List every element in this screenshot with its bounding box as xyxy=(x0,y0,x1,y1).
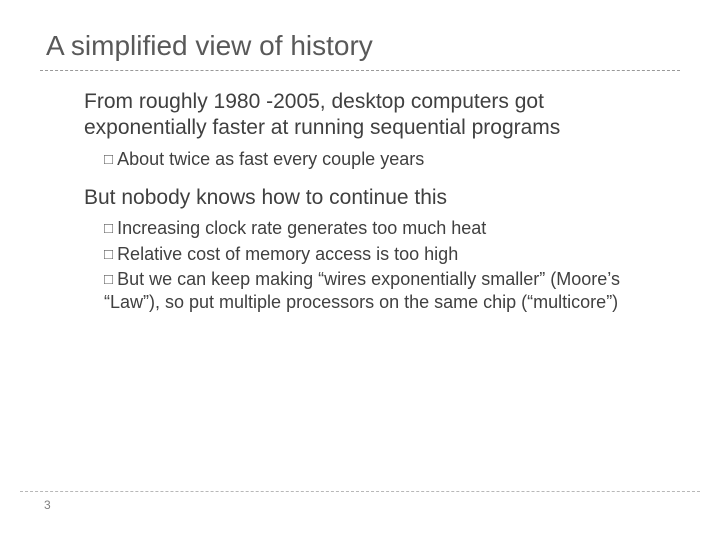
bullet-box-icon: □ xyxy=(104,245,113,265)
slide-content: From roughly 1980 -2005, desktop compute… xyxy=(40,89,680,315)
footer-divider xyxy=(20,491,700,492)
sub-list: □Increasing clock rate generates too muc… xyxy=(84,217,660,315)
slide: A simplified view of history From roughl… xyxy=(0,0,720,540)
point-text: From roughly 1980 -2005, desktop compute… xyxy=(84,90,560,139)
bullet-box-icon: □ xyxy=(104,219,113,239)
slide-footer: 3 xyxy=(20,491,700,512)
bullet-point: From roughly 1980 -2005, desktop compute… xyxy=(84,89,660,142)
sub-text: Increasing clock rate generates too much… xyxy=(117,218,486,238)
bullet-box-icon: □ xyxy=(104,150,113,170)
sub-bullet: □Increasing clock rate generates too muc… xyxy=(104,217,660,240)
sub-bullet: □But we can keep making “wires exponenti… xyxy=(104,268,660,315)
sub-bullet: □About twice as fast every couple years xyxy=(104,148,660,171)
sub-text: But we can keep making “wires exponentia… xyxy=(104,269,620,312)
bullet-box-icon: □ xyxy=(104,270,113,290)
title-divider xyxy=(40,70,680,71)
slide-title: A simplified view of history xyxy=(46,30,680,62)
bullet-point: But nobody knows how to continue this xyxy=(84,185,660,211)
sub-text: Relative cost of memory access is too hi… xyxy=(117,244,458,264)
sub-text: About twice as fast every couple years xyxy=(117,149,424,169)
page-number: 3 xyxy=(44,498,700,512)
sub-list: □About twice as fast every couple years xyxy=(84,148,660,171)
point-text: But nobody knows how to continue this xyxy=(84,186,447,209)
sub-bullet: □Relative cost of memory access is too h… xyxy=(104,243,660,266)
